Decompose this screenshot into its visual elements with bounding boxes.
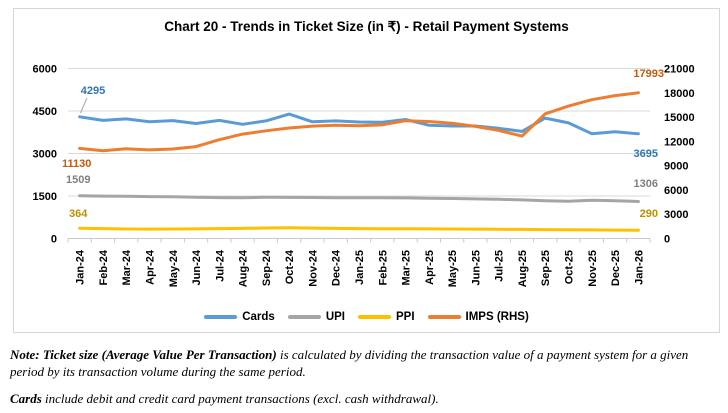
legend-line-ppi-icon xyxy=(357,315,391,319)
note-definition: Note: Ticket size (Average Value Per Tra… xyxy=(10,347,722,380)
legend-line-imps-icon xyxy=(427,315,461,319)
x-axis-month-label: Jul-25 xyxy=(494,250,506,282)
legend-label-cards: Cards xyxy=(242,311,275,323)
x-axis-month-label: Sep-25 xyxy=(540,250,552,286)
legend-label-imps: IMPS (RHS) xyxy=(465,311,529,323)
data-label-cards-first: 4295 xyxy=(80,85,106,97)
right-axis-tick-label: 15000 xyxy=(664,112,695,124)
x-axis-month-label: May-24 xyxy=(168,249,180,287)
legend-line-upi-icon xyxy=(287,315,321,319)
footnotes: Note: Ticket size (Average Value Per Tra… xyxy=(10,347,722,413)
left-axis-tick-label: 3000 xyxy=(33,149,57,161)
x-axis-month-label: Mar-24 xyxy=(121,249,133,285)
x-axis-month-label: Jun-24 xyxy=(191,249,203,285)
x-axis-month-label: Oct-24 xyxy=(284,249,296,284)
left-axis-tick-label: 1500 xyxy=(33,191,57,203)
data-label-ppi-first: 364 xyxy=(69,208,88,220)
x-axis-month-label: Jul-24 xyxy=(214,249,226,282)
data-label-upi-last: 1306 xyxy=(633,178,658,190)
x-axis-month-label: Mar-25 xyxy=(401,250,413,285)
series-line-cards xyxy=(78,112,640,136)
x-axis-month-label: Dec-25 xyxy=(610,250,622,286)
x-axis-month-label: Nov-25 xyxy=(587,250,599,287)
left-axis-tick-label: 4500 xyxy=(33,106,57,118)
x-axis-month-label: Oct-25 xyxy=(564,250,576,284)
callout-leader-line xyxy=(80,97,88,114)
x-axis-month-label: Jan-24 xyxy=(75,249,87,285)
data-label-upi-first: 1509 xyxy=(66,174,91,186)
x-axis-month-label: Dec-24 xyxy=(331,249,343,286)
plot-area: 0 1500 3000 4500 6000 0 3000 6000 9000 12000 15000… xyxy=(33,64,695,288)
right-axis-tick-label: 21000 xyxy=(664,64,695,76)
legend-item-ppi: PPI xyxy=(357,311,415,323)
chart-legend: Cards UPI PPI IMPS (RHS) xyxy=(14,311,719,323)
right-axis-tick-label: 9000 xyxy=(664,161,688,173)
left-axis-tick-label: 0 xyxy=(51,234,57,246)
x-axis-month-label: Apr-25 xyxy=(424,250,436,285)
data-label-cards-last: 3695 xyxy=(633,148,658,160)
x-axis-month-label: Feb-24 xyxy=(98,249,110,285)
right-axis-tick-label: 18000 xyxy=(664,88,695,100)
series-line-ppi xyxy=(78,226,640,232)
note-cards: Cards include debit and credit card paym… xyxy=(10,391,722,408)
note-definition-body: is calculated by dividing the transactio… xyxy=(10,347,689,379)
legend-item-upi: UPI xyxy=(287,311,345,323)
right-axis-tick-label: 6000 xyxy=(664,185,688,197)
left-axis-tick-label: 6000 xyxy=(33,64,57,76)
right-axis-tick-label: 12000 xyxy=(664,136,695,148)
legend-label-ppi: PPI xyxy=(395,311,415,323)
legend-line-cards-icon xyxy=(204,315,238,319)
data-label-imps-last: 17993 xyxy=(633,68,664,80)
right-axis-tick-label: 0 xyxy=(664,234,670,246)
x-axis-month-label: Nov-24 xyxy=(307,249,319,287)
x-axis-month-label: Feb-25 xyxy=(377,250,389,285)
chart-container: Chart 20 - Trends in Ticket Size (in ₹) … xyxy=(13,8,720,333)
x-axis-month-label: Jan-25 xyxy=(354,250,366,285)
note-cards-lead: Cards xyxy=(10,391,42,406)
chart-title: Chart 20 - Trends in Ticket Size (in ₹) … xyxy=(164,19,569,34)
series-line-upi xyxy=(78,194,640,203)
legend-label-upi: UPI xyxy=(325,311,345,323)
x-axis-month-label: May-25 xyxy=(447,250,459,287)
x-axis-month-label: Aug-25 xyxy=(517,250,529,287)
note-cards-body: include debit and credit card payment tr… xyxy=(41,391,439,406)
x-axis-month-label: Jan-26 xyxy=(633,250,645,285)
data-label-imps-first: 11130 xyxy=(62,158,92,170)
x-axis-month-label: Apr-24 xyxy=(144,249,156,285)
note-definition-lead: Note: Ticket size (Average Value Per Tra… xyxy=(10,347,277,362)
legend-item-cards: Cards xyxy=(204,311,275,323)
x-axis-month-label: Jun-25 xyxy=(470,250,482,285)
right-axis-tick-label: 3000 xyxy=(664,209,688,221)
data-label-ppi-last: 290 xyxy=(639,208,658,220)
x-axis-month-label: Sep-24 xyxy=(261,249,273,286)
legend-item-imps: IMPS (RHS) xyxy=(427,311,529,323)
x-axis-month-label: Aug-24 xyxy=(238,249,250,287)
series-line-imps-rhs xyxy=(78,91,640,153)
